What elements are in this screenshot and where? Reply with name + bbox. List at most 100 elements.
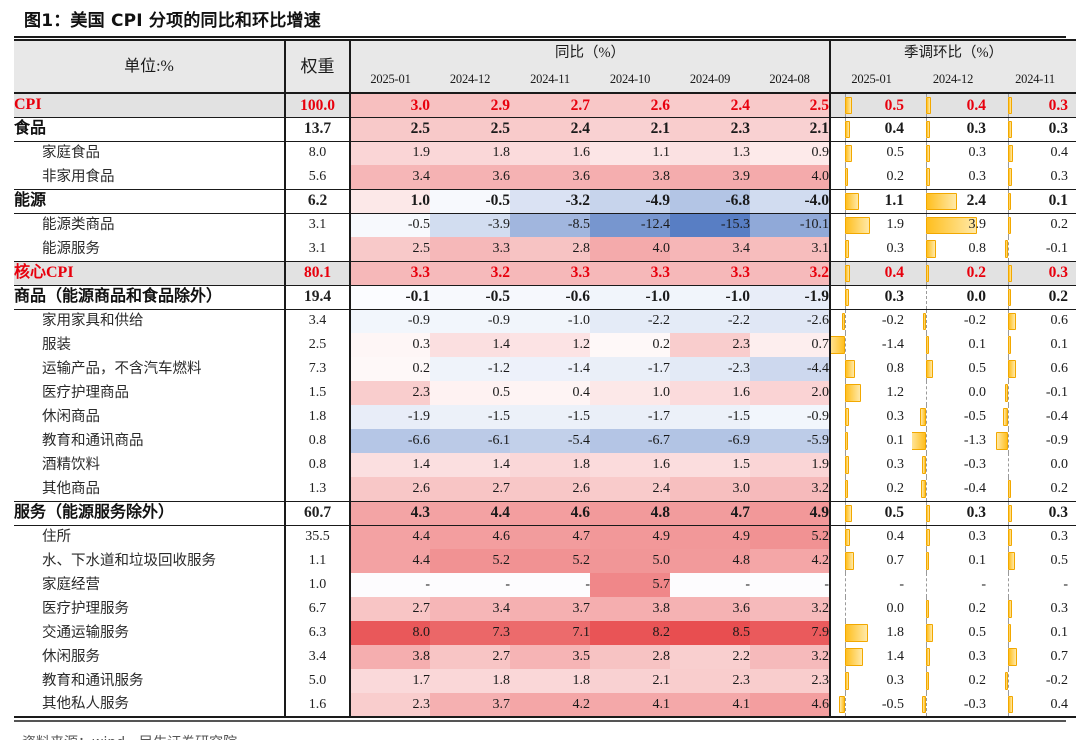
yoy-cell: 0.7 xyxy=(750,333,830,357)
mom-data-bar xyxy=(845,216,870,234)
yoy-cell: 5.7 xyxy=(590,573,670,597)
yoy-cell: 0.2 xyxy=(350,357,430,381)
mom-cell: 0.3 xyxy=(994,165,1076,190)
yoy-cell: -6.8 xyxy=(670,189,750,214)
yoy-cell: -1.0 xyxy=(510,309,590,333)
row-label: 教育和通讯服务 xyxy=(42,672,144,689)
yoy-cell: -1.7 xyxy=(590,405,670,429)
yoy-cell: -3.9 xyxy=(430,213,510,237)
header-unit: 单位:% xyxy=(14,39,285,94)
yoy-cell: 3.2 xyxy=(750,597,830,621)
mom-value: 0.0 xyxy=(1050,457,1069,472)
mom-data-bar xyxy=(845,480,848,498)
mom-cell: 0.3 xyxy=(829,405,912,429)
table-row: 能源 6.2 1.0 -0.5 -3.2 -4.9 -6.8 -4.0 1.1 2.4 0.1 xyxy=(14,189,1076,214)
mom-value: 0.3 xyxy=(968,145,987,161)
table-row: 核心CPI 80.1 3.3 3.2 3.3 3.3 3.3 3.2 0.4 0.2 0.3 xyxy=(14,261,1076,286)
mom-value: 0.3 xyxy=(968,649,987,664)
row-label: 家庭经营 xyxy=(42,576,100,593)
mom-cell: 0.4 xyxy=(994,693,1076,718)
yoy-cell: 2.4 xyxy=(590,477,670,502)
table-row: 住所 35.5 4.4 4.6 4.7 4.9 4.9 5.2 0.4 0.3 0.3 xyxy=(14,525,1076,549)
mom-value: 0.3 xyxy=(1048,120,1068,138)
table-row: 食品 13.7 2.5 2.5 2.4 2.1 2.3 2.1 0.4 0.3 0.3 xyxy=(14,117,1076,142)
row-weight: 3.4 xyxy=(284,309,351,333)
mom-cell: 0.3 xyxy=(829,285,912,310)
mom-axis-line xyxy=(926,477,927,500)
mom-cell: 0.3 xyxy=(829,237,912,262)
mom-value: 0.2 xyxy=(886,480,905,496)
yoy-cell: 1.1 xyxy=(590,141,670,165)
yoy-cell: 3.0 xyxy=(670,477,750,502)
header-mom-group: 季调环比（%） xyxy=(829,39,1076,66)
mom-data-bar xyxy=(1008,600,1012,618)
mom-data-bar xyxy=(845,552,855,570)
mom-value: 1.2 xyxy=(886,385,905,400)
row-weight: 0.8 xyxy=(284,453,351,477)
mom-cell: 0.2 xyxy=(912,597,994,621)
mom-axis-line xyxy=(926,381,927,405)
table-row: 其他商品 1.3 2.6 2.7 2.6 2.4 3.0 3.2 0.2 -0.4 0.2 xyxy=(14,477,1076,502)
mom-value: 0.5 xyxy=(886,145,905,161)
page-title: 图1：美国 CPI 分项的同比和环比增速 xyxy=(24,11,321,31)
mom-data-bar xyxy=(845,672,849,690)
mom-data-bar xyxy=(926,216,977,234)
mom-value: 0.0 xyxy=(966,288,986,306)
row-weight: 19.4 xyxy=(284,285,351,310)
table-row: 能源类商品 3.1 -0.5 -3.9 -8.5 -12.4 -15.3 -10.1 1.9 3.… xyxy=(14,213,1076,237)
row-label: 运输产品，不含汽车燃料 xyxy=(42,360,202,377)
yoy-cell: -6.7 xyxy=(590,429,670,453)
mom-cell: -0.3 xyxy=(912,453,994,477)
mom-value: -0.5 xyxy=(881,696,904,712)
mom-value: 0.3 xyxy=(1050,601,1069,616)
yoy-cell: - xyxy=(670,573,750,597)
mom-data-bar xyxy=(1008,360,1016,378)
yoy-cell: 1.7 xyxy=(350,669,430,693)
mom-cell: 0.3 xyxy=(912,141,994,165)
mom-value: 0.8 xyxy=(968,240,987,256)
yoy-cell: 2.0 xyxy=(750,381,830,405)
yoy-cell: -1.2 xyxy=(430,357,510,381)
yoy-cell: 4.9 xyxy=(750,501,830,526)
yoy-cell: 3.3 xyxy=(430,237,510,262)
yoy-cell: 3.2 xyxy=(750,645,830,669)
yoy-cell: 1.8 xyxy=(430,141,510,165)
mom-cell: -0.2 xyxy=(994,669,1076,693)
mom-cell: -0.4 xyxy=(912,477,994,502)
mom-axis-line xyxy=(1008,669,1009,693)
header-yoy-group: 同比（%） xyxy=(350,39,830,66)
mom-data-bar xyxy=(1008,120,1012,138)
yoy-cell: 2.7 xyxy=(430,645,510,669)
mom-cell: 0.2 xyxy=(912,669,994,693)
mom-value: 0.3 xyxy=(1050,529,1069,545)
yoy-cell: 3.7 xyxy=(510,597,590,621)
mom-cell: 0.5 xyxy=(912,357,994,381)
yoy-cell: 4.2 xyxy=(750,549,830,573)
mom-value: 0.7 xyxy=(1050,649,1069,664)
yoy-cell: -0.6 xyxy=(510,285,590,310)
row-label: 食品 xyxy=(14,117,285,142)
row-label: 其他私人服务 xyxy=(14,693,285,718)
row-weight: 1.0 xyxy=(284,573,351,597)
mom-data-bar xyxy=(1008,504,1012,522)
row-weight: 60.7 xyxy=(284,501,351,526)
mom-cell: 0.4 xyxy=(829,117,912,142)
mom-data-bar xyxy=(845,264,851,282)
mom-data-bar xyxy=(1005,240,1008,258)
yoy-cell: 3.3 xyxy=(350,261,430,286)
mom-value: -0.9 xyxy=(1045,433,1068,448)
yoy-cell: 3.8 xyxy=(350,645,430,669)
yoy-cell: 3.6 xyxy=(430,165,510,190)
header-weight: 权重 xyxy=(284,39,351,94)
mom-cell: 0.0 xyxy=(994,453,1076,477)
row-label: 水、下水道和垃圾回收服务 xyxy=(42,552,216,569)
mom-cell: 0.4 xyxy=(994,141,1076,165)
mom-data-bar xyxy=(926,192,958,210)
row-label: CPI xyxy=(14,93,285,118)
mom-value: 0.0 xyxy=(886,601,905,616)
mom-cell: -0.1 xyxy=(994,237,1076,262)
yoy-cell: 2.7 xyxy=(350,597,430,621)
mom-data-bar xyxy=(926,144,930,162)
yoy-cell: 1.6 xyxy=(510,141,590,165)
mom-value: 0.4 xyxy=(886,529,905,545)
